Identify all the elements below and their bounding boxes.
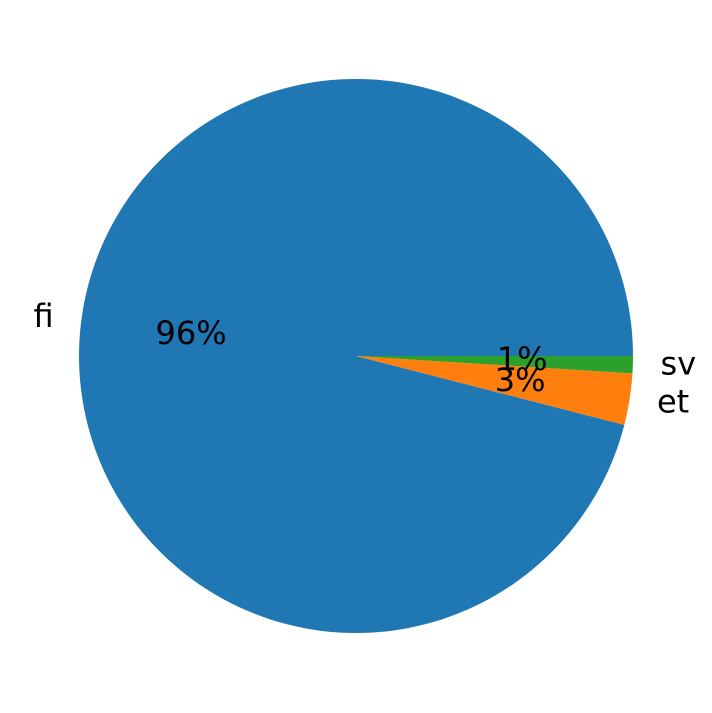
pie-slice (356, 356, 633, 374)
slice-label: sv (661, 345, 697, 383)
slice-label: fi (34, 297, 54, 335)
value-label: 96% (156, 314, 227, 352)
value-label: 1% (497, 340, 548, 378)
pie-slice (356, 356, 633, 425)
slice-label: et (657, 383, 689, 421)
pie-slice (79, 79, 634, 634)
